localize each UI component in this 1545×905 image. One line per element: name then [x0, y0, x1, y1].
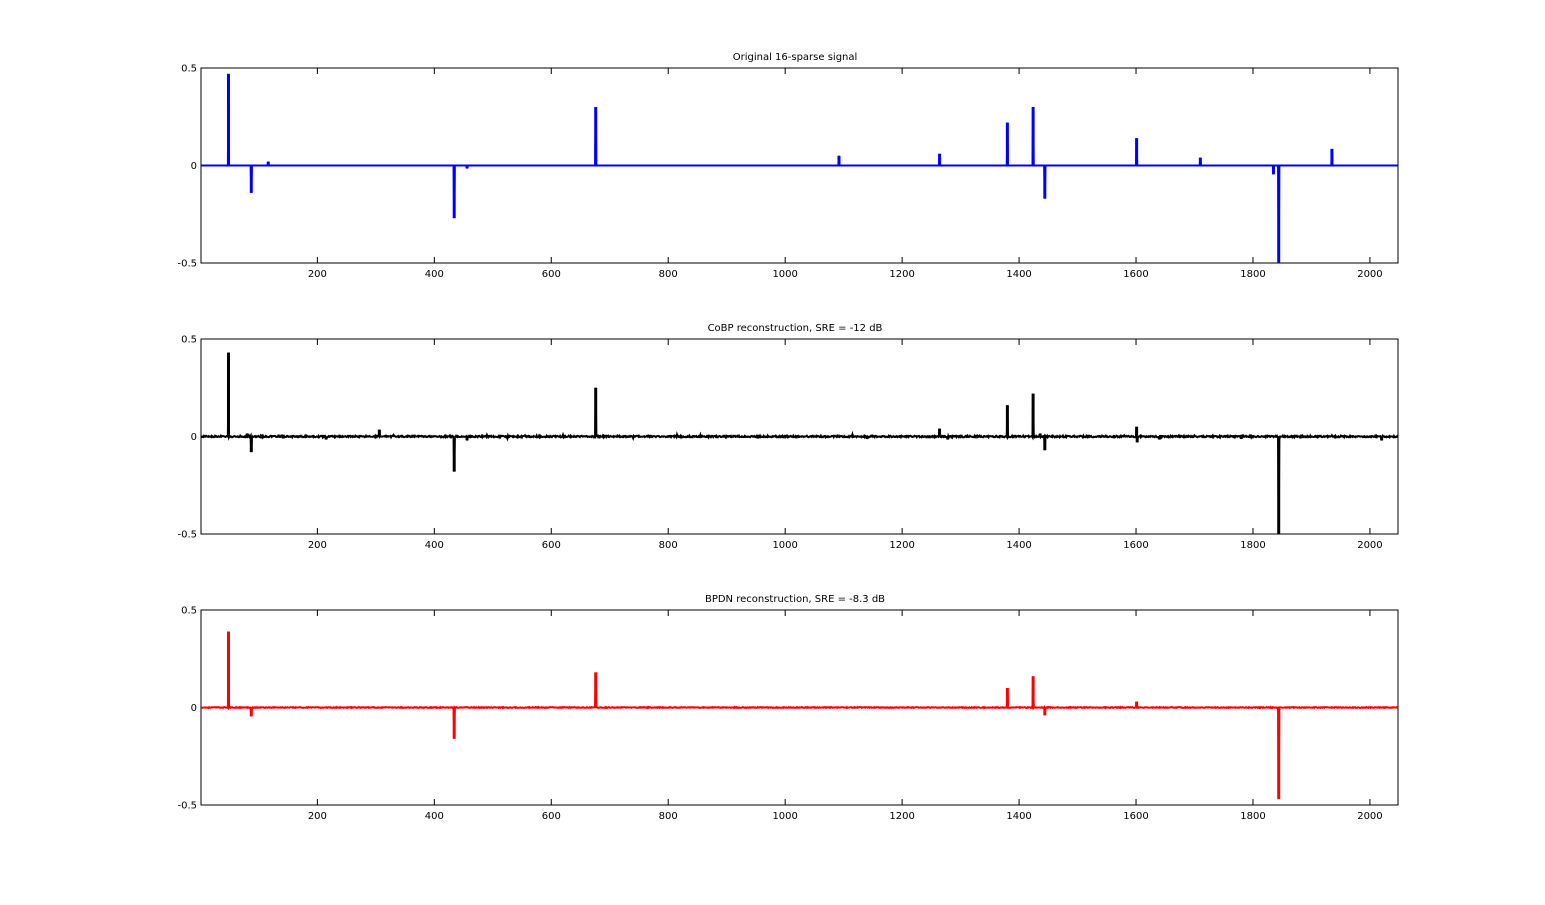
x-tick-label: 200	[308, 540, 327, 551]
x-tick-label: 1600	[1123, 269, 1148, 280]
signal-line	[201, 73, 1398, 263]
y-tick-label: 0.5	[181, 64, 197, 75]
x-tick-label: 400	[425, 540, 444, 551]
subplot-bpdn-reconstruction: BPDN reconstruction, SRE = -8.3 dB 200 40…	[177, 594, 1399, 822]
subplot-title: BPDN reconstruction, SRE = -8.3 dB	[705, 594, 885, 605]
x-tick-label: 200	[308, 811, 327, 822]
x-tick-label: 1800	[1240, 811, 1265, 822]
x-tick-label: 1800	[1240, 269, 1265, 280]
x-tick-label: 1600	[1123, 540, 1148, 551]
y-tick-label: 0	[191, 161, 197, 172]
x-tick-label: 1600	[1123, 811, 1148, 822]
y-tick-label: -0.5	[177, 801, 197, 812]
subplot-title: CoBP reconstruction, SRE = -12 dB	[708, 323, 883, 334]
x-tick-label: 1400	[1006, 269, 1031, 280]
x-tick-label: 1400	[1006, 540, 1031, 551]
y-tick-label: -0.5	[177, 259, 197, 270]
x-tick-label: 1000	[772, 811, 797, 822]
y-tick-label: 0	[191, 703, 197, 714]
x-tick-label: 1200	[889, 269, 914, 280]
y-tick-label: 0	[191, 432, 197, 443]
x-tick-label: 1200	[889, 811, 914, 822]
x-tick-label: 800	[659, 540, 678, 551]
x-tick-label: 400	[425, 269, 444, 280]
x-tick-label: 600	[542, 269, 561, 280]
subplot-original-signal: Original 16-sparse signal 200 400 600 800 10…	[177, 52, 1399, 280]
y-tick-label: 0.5	[181, 335, 197, 346]
signal-line	[201, 631, 1398, 800]
x-tick-label: 1000	[772, 269, 797, 280]
x-tick-label: 200	[308, 269, 327, 280]
x-tick-label: 1200	[889, 540, 914, 551]
subplot-title: Original 16-sparse signal	[733, 52, 858, 63]
x-tick-label: 1400	[1006, 811, 1031, 822]
x-tick-label: 2000	[1357, 540, 1382, 551]
x-tick-label: 600	[542, 811, 561, 822]
x-tick-label: 600	[542, 540, 561, 551]
x-tick-label: 800	[659, 811, 678, 822]
subplot-cobp-reconstruction: CoBP reconstruction, SRE = -12 dB 200 400…	[177, 323, 1399, 551]
x-tick-label: 2000	[1357, 811, 1382, 822]
y-tick-label: -0.5	[177, 530, 197, 541]
x-tick-label: 2000	[1357, 269, 1382, 280]
signal-line	[201, 352, 1398, 534]
x-tick-label: 1000	[772, 540, 797, 551]
x-tick-label: 800	[659, 269, 678, 280]
y-tick-label: 0.5	[181, 606, 197, 617]
x-tick-label: 1800	[1240, 540, 1265, 551]
x-tick-label: 400	[425, 811, 444, 822]
